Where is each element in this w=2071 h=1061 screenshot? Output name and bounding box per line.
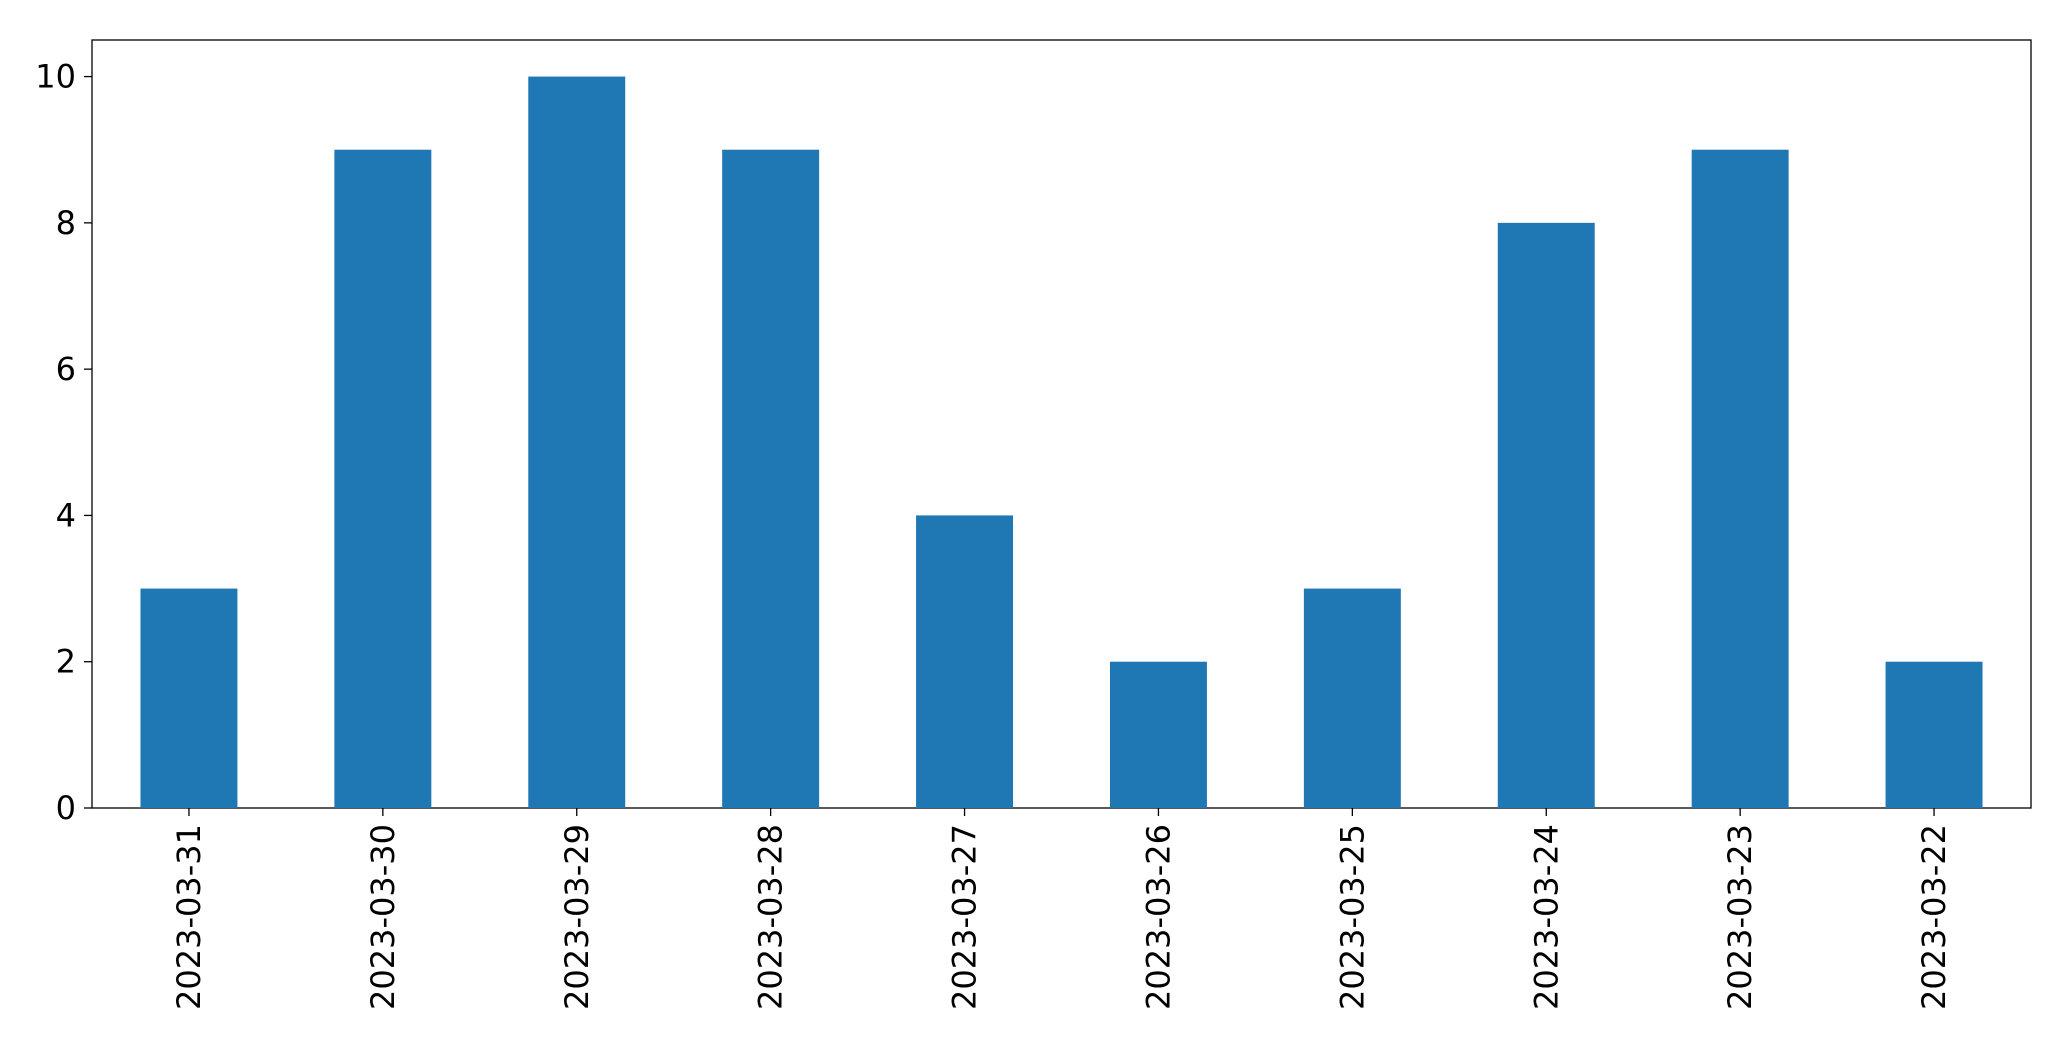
bar [1691, 149, 1789, 808]
y-tick-label: 6 [56, 350, 76, 388]
bar [334, 149, 432, 808]
x-tick-label: 2023-03-30 [364, 824, 402, 1010]
bar [722, 149, 820, 808]
bar [1109, 661, 1207, 808]
bar [1497, 222, 1595, 808]
y-tick-label: 2 [56, 643, 76, 681]
x-tick-label: 2023-03-23 [1721, 824, 1759, 1010]
y-tick-label: 0 [56, 789, 76, 827]
y-tick-label: 8 [56, 204, 76, 242]
bar [1303, 588, 1401, 808]
bar [1885, 661, 1983, 808]
plot-frame [91, 39, 2032, 809]
x-tick-label: 2023-03-25 [1333, 824, 1371, 1010]
x-tick-label: 2023-03-28 [752, 824, 790, 1010]
bar [916, 515, 1014, 808]
x-tick-label: 2023-03-26 [1139, 824, 1177, 1010]
x-tick-label: 2023-03-24 [1527, 824, 1565, 1010]
x-tick-label: 2023-03-27 [946, 824, 984, 1010]
bar [140, 588, 238, 808]
x-tick-label: 2023-03-22 [1915, 824, 1953, 1010]
x-tick-label: 2023-03-31 [170, 824, 208, 1010]
x-tick-label: 2023-03-29 [558, 824, 596, 1010]
bar [528, 76, 626, 809]
y-tick-label: 4 [56, 496, 76, 534]
y-tick-label: 10 [35, 58, 76, 96]
